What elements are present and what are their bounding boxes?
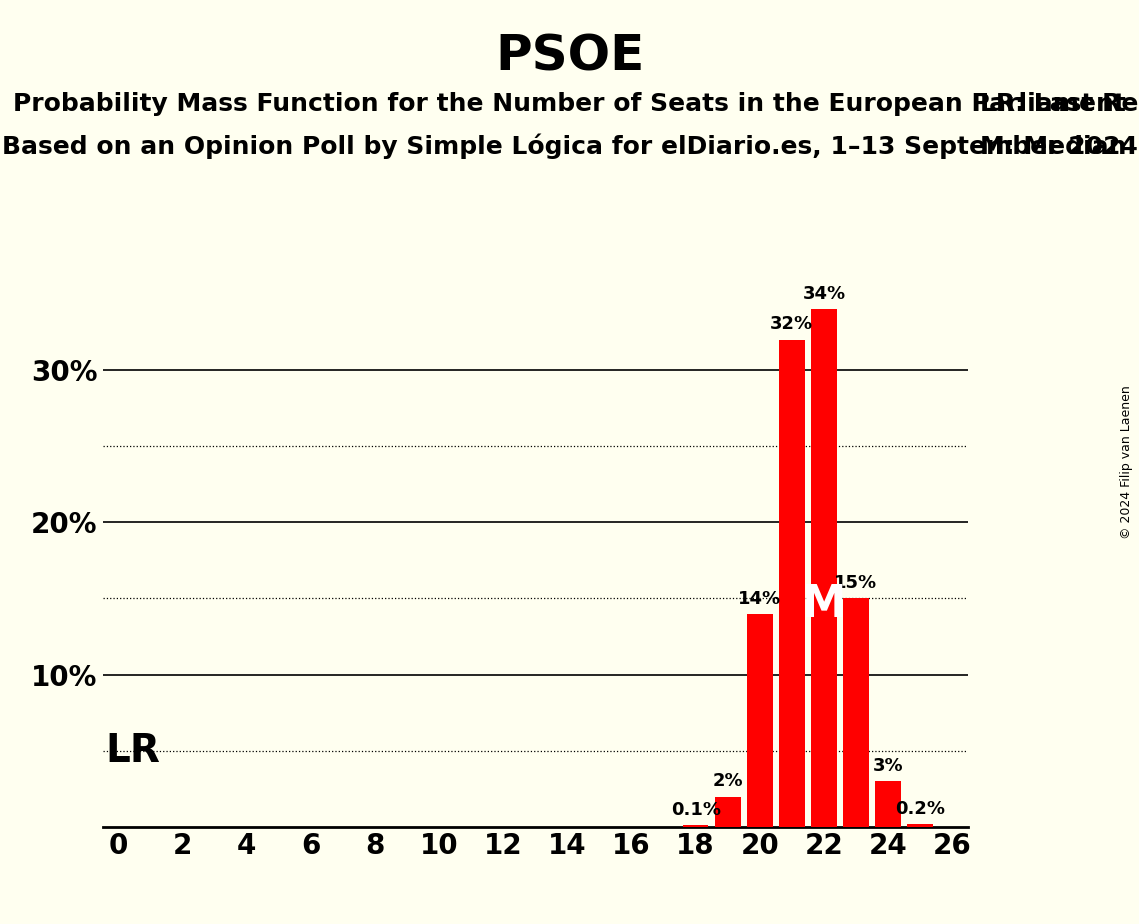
Bar (747, 614, 772, 827)
Text: LR: LR (106, 732, 161, 770)
Text: Based on an Opinion Poll by Simple Lógica for elDiario.es, 1–13 September 2024: Based on an Opinion Poll by Simple Lógic… (1, 134, 1138, 160)
Text: Probability Mass Function for the Number of Seats in the European Parliament: Probability Mass Function for the Number… (13, 92, 1126, 116)
Bar (875, 782, 901, 827)
Text: M: M (802, 583, 846, 626)
Bar (811, 309, 837, 827)
Text: 2%: 2% (712, 772, 743, 790)
Text: 32%: 32% (770, 315, 813, 334)
Text: 3%: 3% (872, 757, 903, 775)
Text: 0.2%: 0.2% (895, 800, 945, 818)
Bar (843, 599, 869, 827)
Text: PSOE: PSOE (494, 32, 645, 80)
Bar (682, 825, 708, 827)
Text: 34%: 34% (802, 285, 845, 303)
Bar (779, 339, 804, 827)
Text: 14%: 14% (738, 590, 781, 608)
Bar (715, 796, 740, 827)
Bar (908, 824, 933, 827)
Text: 0.1%: 0.1% (671, 801, 721, 820)
Text: LR: Last Result
M: Median: LR: Last Result M: Median (980, 92, 1139, 160)
Text: © 2024 Filip van Laenen: © 2024 Filip van Laenen (1121, 385, 1133, 539)
Text: 15%: 15% (835, 575, 877, 592)
